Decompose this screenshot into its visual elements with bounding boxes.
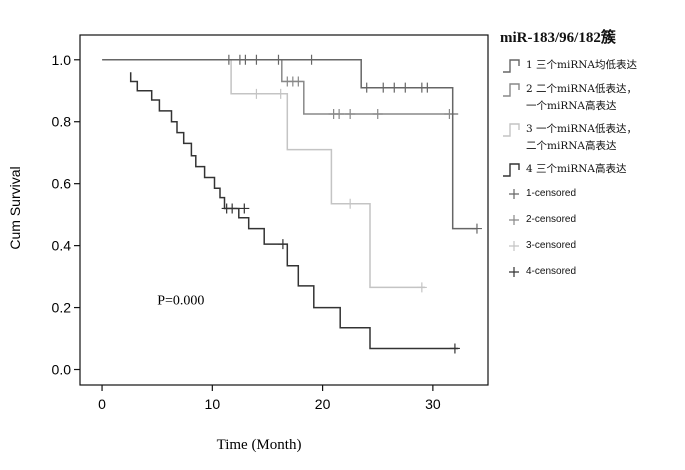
censor-mark-2 <box>373 109 383 119</box>
censor-mark-2 <box>293 76 303 86</box>
censor-mark-4 <box>450 343 460 353</box>
censor-mark-1 <box>251 55 261 65</box>
y-tick-label: 0.2 <box>52 300 72 316</box>
series-group <box>102 55 482 354</box>
legend-censored-4: 4-censored <box>500 263 683 281</box>
legend-title: miR-183/96/182簇 <box>500 26 683 47</box>
censor-mark-4 <box>278 239 288 249</box>
censor-mark-1 <box>400 83 410 93</box>
legend-censored-label-1: 1-censored <box>526 188 576 200</box>
series-3 <box>130 60 427 293</box>
censor-mark-1 <box>224 55 234 65</box>
x-tick-label: 20 <box>315 396 331 412</box>
legend-step-symbol-4 <box>500 161 526 179</box>
legend-censored-label-2: 2-censored <box>526 214 576 226</box>
censor-mark-1 <box>307 55 317 65</box>
legend-plus-icon-2 <box>500 211 526 229</box>
censor-mark-3 <box>345 199 355 209</box>
legend-item-2: 2 二个miRNA低表达， 一个miRNA高表达 <box>500 81 683 115</box>
x-tick-label: 30 <box>425 396 441 412</box>
censor-mark-1 <box>389 83 399 93</box>
censor-mark-3 <box>417 282 427 292</box>
legend-item-1: 1 三个miRNA均低表达 <box>500 57 683 75</box>
censor-mark-2 <box>334 109 344 119</box>
censor-mark-4 <box>227 203 237 213</box>
legend-censored-label-3: 3-censored <box>526 240 576 252</box>
legend-label-1: 1 三个miRNA均低表达 <box>526 57 637 74</box>
legend-plus-icon-1 <box>500 185 526 203</box>
legend-censored-1: 1-censored <box>500 185 683 203</box>
censor-mark-4 <box>239 203 249 213</box>
censor-mark-1 <box>422 83 432 93</box>
y-tick-label: 0.6 <box>52 176 72 192</box>
legend-label-4: 4 三个miRNA高表达 <box>526 161 627 178</box>
survival-curve-1 <box>102 60 477 229</box>
legend-item-3: 3 一个miRNA低表达， 二个miRNA高表达 <box>500 121 683 155</box>
legend-plus-icon-3 <box>500 237 526 255</box>
legend-label-2-line2: 一个miRNA高表达 <box>526 98 637 115</box>
legend-label-2-line1: 2 二个miRNA低表达， <box>526 81 637 98</box>
legend-step-symbol-1 <box>500 57 526 75</box>
censor-mark-1 <box>362 83 372 93</box>
legend-label-3-line1: 3 一个miRNA低表达， <box>526 121 637 138</box>
y-tick-label: 0.4 <box>52 238 72 254</box>
censor-mark-3 <box>251 89 261 99</box>
legend-plus-icon-4 <box>500 263 526 281</box>
survival-curve-2 <box>130 60 459 114</box>
legend-censored-label-4: 4-censored <box>526 266 576 278</box>
legend-censored-3: 3-censored <box>500 237 683 255</box>
censor-mark-3 <box>276 89 286 99</box>
legend-censored-2: 2-censored <box>500 211 683 229</box>
y-tick-label: 0.8 <box>52 114 72 130</box>
x-axis-label: Time (Month) <box>217 437 302 453</box>
censor-mark-1 <box>472 224 482 234</box>
legend-item-4: 4 三个miRNA高表达 <box>500 161 683 179</box>
p-value-annotation: P=0.000 <box>157 293 204 308</box>
censor-mark-1 <box>378 83 388 93</box>
y-axis-label: Cum Survival <box>7 166 23 249</box>
legend-label-3-line2: 二个miRNA高表达 <box>526 138 637 155</box>
y-tick-label: 0.0 <box>52 362 72 378</box>
legend: miR-183/96/182簇 1 三个miRNA均低表达 2 二个miRNA低… <box>500 26 683 289</box>
legend-step-symbol-3 <box>500 121 526 139</box>
y-tick-label: 1.0 <box>52 52 72 68</box>
censor-mark-2 <box>345 109 355 119</box>
series-2 <box>130 60 459 119</box>
x-tick-label: 10 <box>205 396 221 412</box>
x-tick-label: 0 <box>98 396 106 412</box>
legend-step-symbol-2 <box>500 81 526 99</box>
censor-mark-1 <box>240 55 250 65</box>
axes: 0.0 0.2 0.4 0.6 0.8 1.0 0 10 20 30 <box>52 52 441 412</box>
